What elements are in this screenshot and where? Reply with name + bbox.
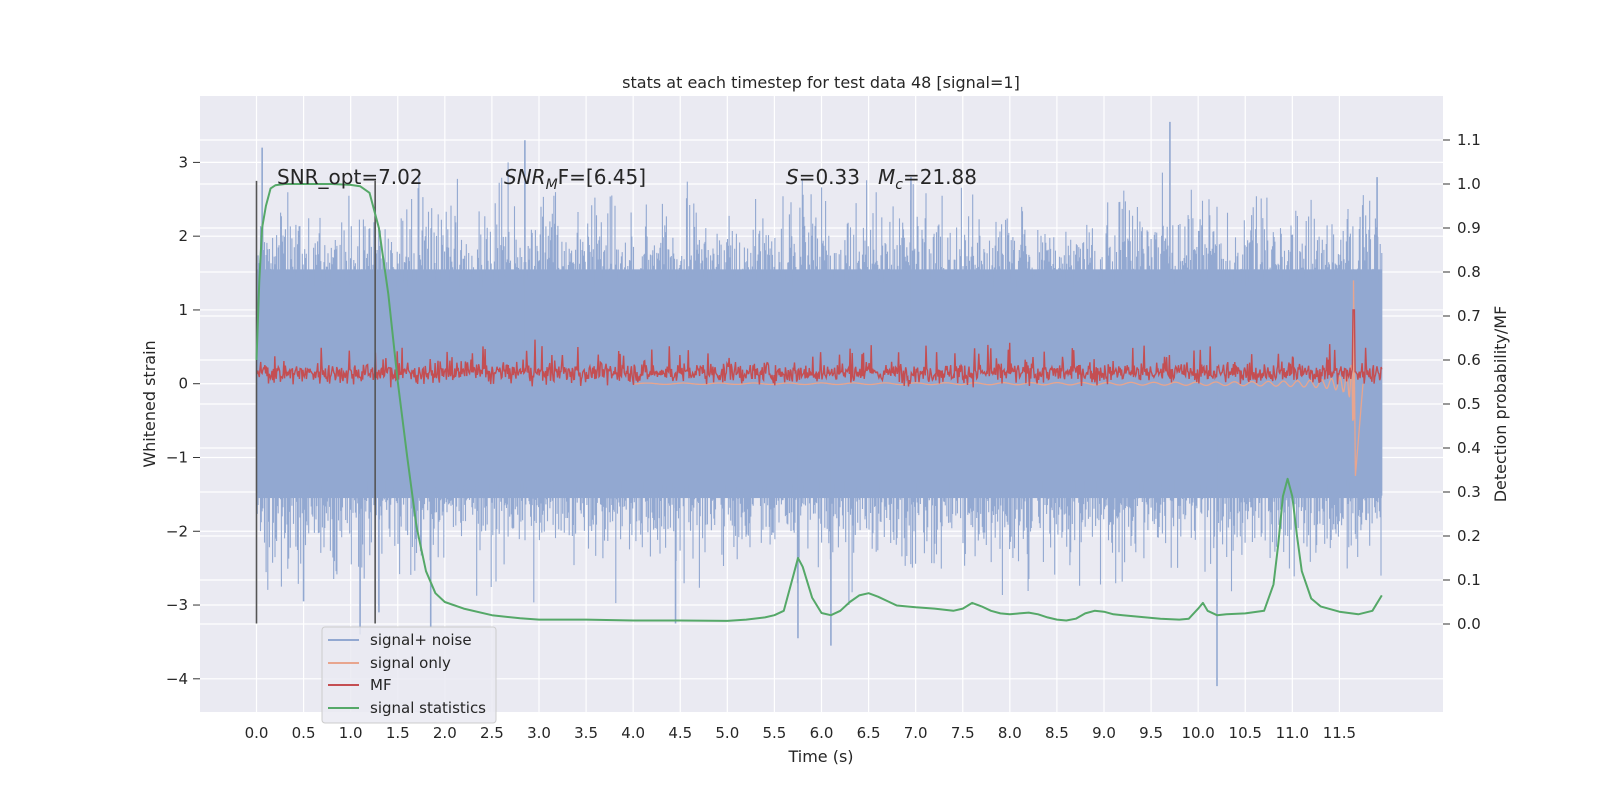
x-tick-label: 2.5 <box>480 724 504 742</box>
y2-axis-label: Detection probability/MF <box>1491 306 1510 503</box>
y-tick-label: 2 <box>178 227 188 245</box>
x-tick-label: 3.5 <box>574 724 598 742</box>
series-signal-only <box>633 280 1364 476</box>
x-tick-label: 9.0 <box>1092 724 1116 742</box>
mf-trace <box>256 309 1383 388</box>
vertical-markers <box>255 180 376 624</box>
signal-only-trace <box>633 280 1364 476</box>
series-signal-plus-noise <box>255 121 1383 687</box>
x-tick-label: 2.0 <box>433 724 457 742</box>
legend-label-signal-statistics: signal statistics <box>370 699 486 717</box>
x-tick-label: 10.0 <box>1181 724 1214 742</box>
y-tick-label: 1 <box>178 301 188 319</box>
x-tick-label: 6.5 <box>857 724 881 742</box>
x-tick-label: 10.5 <box>1229 724 1262 742</box>
y2-tick-label: 0.5 <box>1457 395 1481 413</box>
y2-tick-label: 1.1 <box>1457 131 1481 149</box>
x-tick-label: 8.0 <box>998 724 1022 742</box>
x-tick-label: 1.5 <box>386 724 410 742</box>
y2-axis-ticks: 1.1 1.0 0.9 0.8 0.7 0.6 0.5 0.4 0.3 0.2 0.1 0.0 <box>1443 131 1481 633</box>
y2-tick-label: 0.1 <box>1457 571 1481 589</box>
y2-tick-label: 0.4 <box>1457 439 1481 457</box>
series-mf <box>256 309 1383 388</box>
y-tick-label: 3 <box>178 153 188 171</box>
y-tick-label: −3 <box>166 596 188 614</box>
x-tick-label: 6.0 <box>810 724 834 742</box>
y-tick-label: −4 <box>166 670 188 688</box>
annotation-s-mc: S=0.33 Mc=21.88 <box>786 165 977 193</box>
x-axis-ticks: 0.0 0.5 1.0 1.5 2.0 2.5 3.0 3.5 4.0 4.5 5.0 5.5 6.0 6… <box>245 724 1357 742</box>
legend-label-mf: MF <box>370 676 392 694</box>
x-tick-label: 0.0 <box>245 724 269 742</box>
x-tick-label: 7.5 <box>951 724 975 742</box>
y2-tick-label: 0.8 <box>1457 263 1481 281</box>
y2-tick-label: 1.0 <box>1457 175 1481 193</box>
y-tick-label: 0 <box>178 375 188 393</box>
x-axis-label: Time (s) <box>787 747 853 766</box>
x-tick-label: 1.0 <box>339 724 363 742</box>
y2-tick-label: 0.6 <box>1457 351 1481 369</box>
y-axis-ticks: 3 2 1 0 −1 −2 −3 −4 <box>166 153 200 688</box>
x-tick-label: 0.5 <box>292 724 316 742</box>
annotation-snr-opt: SNR_opt=7.02 <box>277 165 423 189</box>
x-tick-label: 4.0 <box>621 724 645 742</box>
y2-tick-label: 0.0 <box>1457 615 1481 633</box>
y2-tick-label: 0.9 <box>1457 219 1481 237</box>
y-axis-label: Whitened strain <box>140 340 159 467</box>
y-tick-label: −2 <box>166 522 188 540</box>
x-tick-label: 7.0 <box>904 724 928 742</box>
x-tick-label: 5.5 <box>762 724 786 742</box>
x-tick-label: 9.5 <box>1139 724 1163 742</box>
y-tick-label: −1 <box>166 448 188 466</box>
y2-tick-label: 0.7 <box>1457 307 1481 325</box>
x-tick-label: 8.5 <box>1045 724 1069 742</box>
legend-label-signal-only: signal only <box>370 654 451 672</box>
x-tick-label: 11.5 <box>1323 724 1356 742</box>
chart-title: stats at each timestep for test data 48 … <box>622 73 1020 92</box>
x-tick-label: 4.5 <box>668 724 692 742</box>
y2-tick-label: 0.3 <box>1457 483 1481 501</box>
legend-label-signal-plus-noise: signal+ noise <box>370 631 472 649</box>
legend-box <box>321 626 497 724</box>
x-tick-label: 5.0 <box>715 724 739 742</box>
x-tick-label: 3.0 <box>527 724 551 742</box>
signal-statistics-line <box>255 183 1383 622</box>
annotation-snr-mf: SNRMF=[6.45] <box>504 165 646 193</box>
legend: signal+ noise signal only MF signal stat… <box>321 626 497 724</box>
x-tick-label: 11.0 <box>1276 724 1309 742</box>
y2-tick-label: 0.2 <box>1457 527 1481 545</box>
series-signal-statistics <box>255 183 1383 622</box>
